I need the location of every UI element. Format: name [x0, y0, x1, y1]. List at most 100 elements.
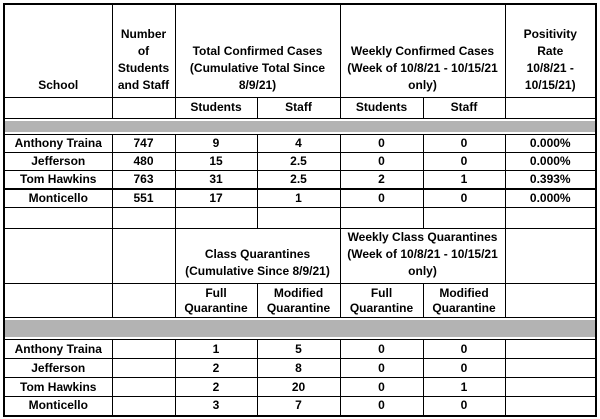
subheader-full-quarantine-cumulative: Full Quarantine [174, 283, 258, 318]
school-covid-table: School Number of Students and Staff Tota… [3, 3, 597, 417]
empty-cell [504, 283, 597, 318]
empty-row [3, 207, 597, 229]
empty-cell [504, 358, 597, 378]
table-row: Monticello 551 17 1 0 0 0.000% [3, 187, 597, 208]
cell-wk-modified-quarantine: 0 [422, 396, 506, 416]
cell-enrollment: 763 [111, 169, 176, 189]
cell-modified-quarantine: 7 [256, 396, 341, 416]
cell-wk-full-quarantine: 0 [339, 396, 424, 416]
table-row: Anthony Traina 747 9 4 0 0 0.000% [3, 133, 597, 153]
cell-cum-students: 9 [174, 133, 258, 153]
cell-wk-full-quarantine: 0 [339, 377, 424, 397]
subheader-staff-cumulative: Staff [256, 96, 341, 119]
cell-wk-full-quarantine: 0 [339, 339, 424, 359]
cell-school: Tom Hawkins [3, 169, 113, 189]
quarantine-subheader-row: Full Quarantine Modified Quarantine Full… [3, 283, 597, 318]
cell-wk-students: 0 [339, 187, 424, 208]
header-cumulative-quarantines: Class Quarantines (Cumulative Since 8/9/… [174, 228, 341, 284]
table-row: Anthony Traina 1 5 0 0 [3, 339, 597, 359]
cell-full-quarantine: 2 [174, 377, 258, 397]
empty-cell [504, 377, 597, 397]
cell-school: Tom Hawkins [3, 377, 113, 397]
cell-school: Monticello [3, 396, 113, 416]
spreadsheet-table: School Number of Students and Staff Tota… [3, 3, 597, 417]
cell-school: Jefferson [3, 151, 113, 171]
header-cumulative-cases: Total Confirmed Cases (Cumulative Total … [174, 3, 341, 98]
empty-cell [111, 283, 176, 318]
cell-full-quarantine: 1 [174, 339, 258, 359]
quarantine-header-row: Class Quarantines (Cumulative Since 8/9/… [3, 228, 597, 284]
subheader-modified-quarantine-cumulative: Modified Quarantine [256, 283, 341, 318]
subheader-modified-quarantine-weekly: Modified Quarantine [422, 283, 506, 318]
cell-wk-staff: 0 [422, 187, 506, 208]
separator-row [3, 317, 597, 340]
cell-school: Jefferson [3, 358, 113, 378]
cell-modified-quarantine: 20 [256, 377, 341, 397]
separator-row [3, 117, 597, 135]
empty-cell [422, 207, 506, 229]
empty-cell [3, 207, 113, 229]
empty-cell [256, 207, 341, 229]
cell-cum-students: 15 [174, 151, 258, 171]
table-row: Jefferson 2 8 0 0 [3, 358, 597, 378]
cell-full-quarantine: 3 [174, 396, 258, 416]
empty-cell [339, 207, 424, 229]
empty-cell [504, 207, 597, 229]
header-school: School [3, 3, 113, 98]
empty-cell [111, 228, 176, 284]
cell-wk-students: 0 [339, 133, 424, 153]
cell-cum-staff: 4 [256, 133, 341, 153]
cell-school: Anthony Traina [3, 133, 113, 153]
cell-wk-staff: 1 [422, 169, 506, 189]
cell-positivity: 0.000% [504, 133, 597, 153]
cell-positivity: 0.000% [504, 151, 597, 171]
cell-enrollment: 747 [111, 133, 176, 153]
cell-cum-staff: 1 [256, 187, 341, 208]
header-weekly-quarantines: Weekly Class Quarantines (Week of 10/8/2… [339, 228, 506, 284]
empty-cell [111, 358, 176, 378]
header-enrollment: Number of Students and Staff [111, 3, 176, 98]
cell-wk-staff: 0 [422, 151, 506, 171]
empty-cell [504, 396, 597, 416]
cell-wk-full-quarantine: 0 [339, 358, 424, 378]
cell-cum-students: 31 [174, 169, 258, 189]
empty-cell [3, 96, 113, 119]
cell-positivity: 0.393% [504, 169, 597, 189]
subheader-students-weekly: Students [339, 96, 424, 119]
table-row: Jefferson 480 15 2.5 0 0 0.000% [3, 151, 597, 171]
subheader-students-cumulative: Students [174, 96, 258, 119]
empty-cell [111, 96, 176, 119]
header-row: School Number of Students and Staff Tota… [3, 3, 597, 98]
cell-cum-staff: 2.5 [256, 151, 341, 171]
table-row: Tom Hawkins 2 20 0 1 [3, 377, 597, 397]
gray-separator [3, 317, 597, 340]
cell-school: Anthony Traina [3, 339, 113, 359]
cell-enrollment: 551 [111, 187, 176, 208]
cell-positivity: 0.000% [504, 187, 597, 208]
empty-cell [3, 228, 113, 284]
cell-wk-modified-quarantine: 1 [422, 377, 506, 397]
cell-cum-staff: 2.5 [256, 169, 341, 189]
empty-cell [504, 228, 597, 284]
cell-modified-quarantine: 5 [256, 339, 341, 359]
empty-cell [3, 283, 113, 318]
table-row: Monticello 3 7 0 0 [3, 396, 597, 416]
cell-enrollment: 480 [111, 151, 176, 171]
empty-cell [174, 207, 258, 229]
header-positivity-rate: Positivity Rate 10/8/21 - 10/15/21) [504, 3, 597, 98]
empty-cell [504, 96, 597, 119]
cell-school: Monticello [3, 187, 113, 208]
subheader-full-quarantine-weekly: Full Quarantine [339, 283, 424, 318]
empty-cell [111, 377, 176, 397]
empty-cell [111, 396, 176, 416]
subheader-staff-weekly: Staff [422, 96, 506, 119]
table-row: Tom Hawkins 763 31 2.5 2 1 0.393% [3, 169, 597, 189]
cell-cum-students: 17 [174, 187, 258, 208]
cell-wk-modified-quarantine: 0 [422, 339, 506, 359]
empty-cell [504, 339, 597, 359]
empty-cell [111, 207, 176, 229]
gray-separator [3, 117, 597, 135]
cell-wk-staff: 0 [422, 133, 506, 153]
cell-full-quarantine: 2 [174, 358, 258, 378]
subheader-row: Students Staff Students Staff [3, 96, 597, 119]
